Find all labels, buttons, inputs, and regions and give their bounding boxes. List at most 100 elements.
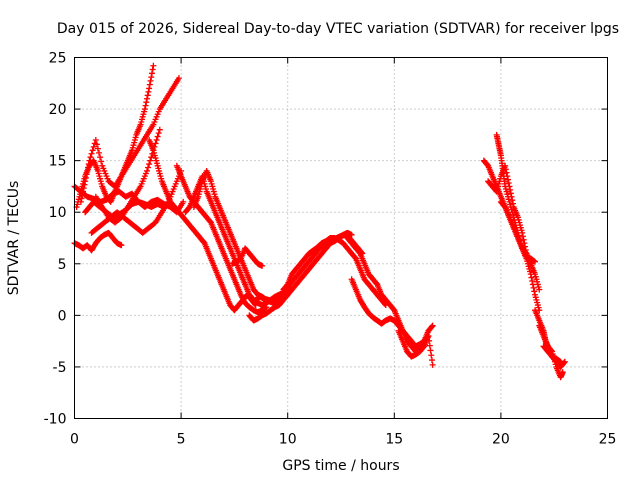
data-point-marker (88, 150, 95, 157)
y-axis-label: SDTVAR / TECUs (6, 181, 22, 296)
data-series (71, 62, 568, 381)
data-point-marker (89, 147, 96, 154)
data-point-marker (180, 198, 187, 205)
series-track-24 (536, 322, 566, 381)
data-point-marker (559, 369, 566, 376)
data-point-marker (87, 154, 94, 161)
data-point-marker (150, 62, 157, 69)
data-point-marker (93, 141, 100, 148)
data-point-marker (143, 99, 150, 106)
data-point-marker (259, 262, 266, 269)
data-point-marker (77, 198, 84, 205)
data-point-marker (146, 81, 153, 88)
data-point-marker (145, 164, 152, 171)
data-point-marker (426, 337, 433, 344)
data-point-marker (509, 200, 516, 207)
data-point-marker (148, 74, 155, 81)
data-point-marker (529, 277, 536, 284)
data-point-marker (428, 357, 435, 364)
data-point-marker (90, 143, 97, 150)
data-point-marker (429, 322, 436, 329)
series-track-12 (229, 245, 266, 269)
data-point-marker (154, 133, 161, 140)
data-point-marker (505, 176, 512, 183)
series-track-16 (348, 276, 432, 350)
data-point-marker (98, 158, 105, 165)
data-point-marker (146, 85, 153, 92)
data-point-marker (84, 167, 91, 174)
data-point-marker (429, 361, 436, 368)
data-point-marker (85, 164, 92, 171)
y-tick-label: -10 (44, 412, 67, 428)
data-point-marker (519, 233, 526, 240)
data-point-marker (94, 145, 101, 152)
series-track-2 (71, 229, 125, 254)
x-axis-label: GPS time / hours (282, 458, 399, 474)
x-tick-label: 5 (177, 432, 186, 448)
x-tick-label: 10 (279, 432, 297, 448)
series-track-22 (497, 198, 543, 293)
data-point-marker (428, 323, 435, 330)
x-tick-label: 25 (599, 432, 617, 448)
y-tick-label: 5 (58, 257, 67, 273)
data-point-marker (143, 167, 150, 174)
y-tick-label: 15 (49, 154, 67, 170)
data-point-marker (153, 137, 160, 144)
data-point-marker (156, 126, 163, 133)
y-tick-label: 20 (49, 102, 67, 118)
data-point-marker (96, 149, 103, 156)
series-track-8 (146, 137, 259, 314)
data-point-marker (143, 95, 150, 102)
x-tick-label: 15 (385, 432, 403, 448)
series-track-25 (540, 343, 564, 365)
data-point-marker (528, 274, 535, 281)
data-point-marker (503, 169, 510, 176)
series-track-23 (532, 307, 568, 370)
data-point-marker (428, 352, 435, 359)
series-track-5 (77, 75, 182, 205)
chart-title: Day 015 of 2026, Sidereal Day-to-day VTE… (57, 21, 619, 37)
series-track-18 (395, 327, 436, 368)
data-point-marker (79, 192, 86, 199)
data-point-marker (118, 242, 125, 249)
series-track-17 (344, 235, 436, 355)
y-tick-label: -5 (53, 360, 67, 376)
data-point-marker (147, 77, 154, 84)
data-point-marker (146, 161, 153, 168)
data-point-marker (78, 195, 85, 202)
x-tick-label: 20 (492, 432, 510, 448)
data-point-marker (561, 359, 568, 366)
data-point-marker (86, 157, 93, 164)
y-tick-label: 0 (58, 308, 67, 324)
data-point-marker (427, 347, 434, 354)
data-point-marker (81, 181, 88, 188)
data-point-marker (97, 154, 104, 161)
series-track-15 (280, 235, 389, 309)
data-point-marker (148, 70, 155, 77)
data-point-marker (505, 179, 512, 186)
y-tick-label: 25 (49, 51, 67, 67)
data-point-marker (80, 185, 87, 192)
data-point-marker (142, 102, 149, 109)
data-point-marker (144, 92, 151, 99)
axis-ticks: -10 -5 0 5 10 15 20 25 0 5 10 15 20 25 (44, 51, 617, 448)
data-point-marker (530, 284, 537, 291)
data-point-marker (425, 332, 432, 339)
x-tick-label: 0 (70, 432, 79, 448)
data-point-marker (92, 137, 99, 144)
data-point-marker (82, 174, 89, 181)
data-point-marker (507, 190, 514, 197)
plot-frame (74, 57, 608, 419)
data-point-marker (149, 66, 156, 73)
data-point-marker (536, 286, 543, 293)
data-point-marker (507, 186, 514, 193)
data-point-marker (80, 188, 87, 195)
data-point-marker (145, 88, 152, 95)
data-point-marker (426, 342, 433, 349)
data-point-marker (531, 288, 538, 295)
data-point-marker (147, 157, 154, 164)
data-point-marker (141, 106, 148, 113)
data-point-marker (85, 161, 92, 168)
data-point-marker (155, 130, 162, 137)
